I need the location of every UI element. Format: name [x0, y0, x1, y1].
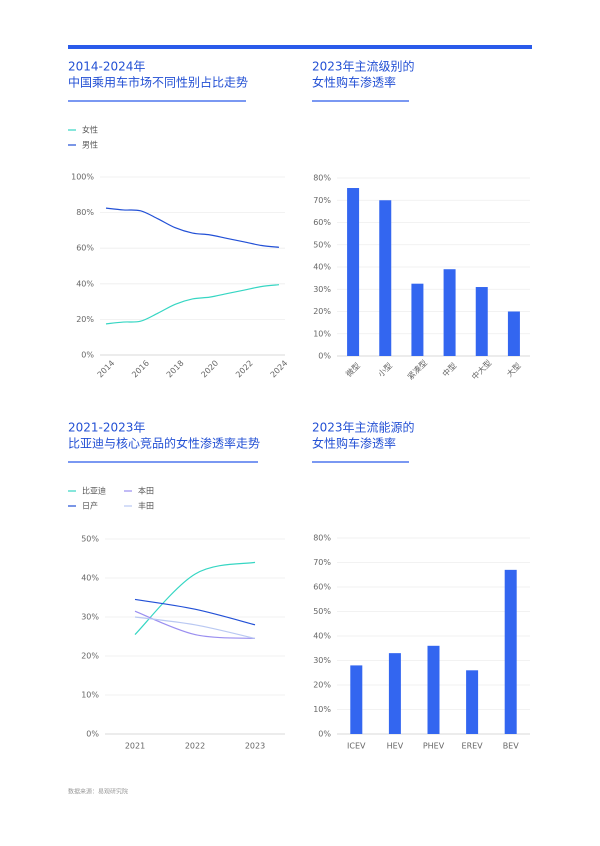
y-tick-label: 30% — [313, 285, 331, 294]
y-tick-label: 30% — [313, 656, 331, 665]
chart-title: 中国乘用车市场不同性别占比走势 — [68, 75, 248, 90]
y-tick-label: 70% — [313, 558, 331, 567]
y-tick-label: 60% — [313, 583, 331, 592]
y-tick-label: 0% — [318, 730, 331, 739]
x-tick-label: 2018 — [165, 359, 186, 380]
legend-label: 男性 — [82, 140, 98, 150]
y-tick-label: 10% — [313, 329, 331, 338]
y-tick-label: 30% — [81, 613, 99, 622]
y-tick-label: 80% — [76, 208, 94, 217]
bar — [347, 188, 360, 356]
line — [134, 561, 256, 635]
bar — [507, 311, 520, 356]
x-tick-label: 2024 — [269, 359, 290, 380]
x-tick-label: 2020 — [199, 359, 220, 380]
y-tick-label: 40% — [313, 632, 331, 641]
x-tick-label: PHEV — [423, 742, 445, 751]
y-tick-label: 40% — [313, 263, 331, 272]
y-tick-label: 0% — [86, 730, 99, 739]
y-tick-label: 10% — [313, 705, 331, 714]
y-tick-label: 60% — [313, 218, 331, 227]
y-tick-label: 10% — [81, 691, 99, 700]
bar — [504, 569, 517, 734]
chart-title: 比亚迪与核心竞品的女性渗透率走势 — [68, 436, 260, 451]
line — [134, 616, 256, 640]
bar — [475, 287, 488, 356]
x-tick-label: BEV — [503, 742, 520, 751]
y-tick-label: 0% — [318, 352, 331, 361]
x-tick-label: 紧凑型 — [405, 358, 429, 382]
x-tick-label: 微型 — [344, 360, 362, 378]
legend-label: 女性 — [82, 125, 98, 135]
line — [105, 207, 280, 248]
legend-label: 比亚迪 — [82, 486, 106, 496]
chart-title: 2014-2024年 — [68, 60, 145, 74]
legend-label: 丰田 — [138, 501, 154, 511]
x-tick-label: 中大型 — [469, 358, 493, 382]
x-tick-label: 2022 — [234, 359, 255, 380]
y-tick-label: 20% — [313, 681, 331, 690]
x-tick-label: EREV — [462, 742, 484, 751]
y-tick-label: 50% — [313, 240, 331, 249]
x-tick-label: 2023 — [245, 742, 265, 751]
chart-title: 女性购车渗透率 — [312, 75, 396, 90]
bar — [466, 670, 479, 734]
y-tick-label: 40% — [81, 574, 99, 583]
x-tick-label: 2016 — [130, 359, 151, 380]
x-tick-label: HEV — [387, 742, 404, 751]
legend-label: 本田 — [138, 486, 154, 496]
y-tick-label: 50% — [81, 535, 99, 544]
x-tick-label: 中型 — [440, 360, 458, 378]
y-tick-label: 80% — [313, 534, 331, 543]
bar — [379, 200, 392, 356]
legend-label: 日产 — [82, 501, 98, 511]
x-tick-label: 小型 — [376, 361, 394, 379]
line — [134, 598, 256, 626]
chart-title: 女性购车渗透率 — [312, 436, 396, 451]
y-tick-label: 60% — [76, 244, 94, 253]
top-bar — [68, 45, 532, 49]
bar — [350, 665, 363, 734]
x-tick-label: 2014 — [96, 359, 117, 380]
x-tick-label: 2021 — [125, 742, 145, 751]
y-tick-label: 100% — [71, 173, 94, 182]
bar — [388, 653, 401, 734]
x-tick-label: 大型 — [504, 360, 522, 378]
y-tick-label: 40% — [76, 279, 94, 288]
chart-title: 2021-2023年 — [68, 421, 145, 435]
x-tick-label: 2022 — [185, 742, 205, 751]
chart-title: 2023年主流能源的 — [312, 420, 415, 435]
y-tick-label: 0% — [81, 351, 94, 360]
y-tick-label: 70% — [313, 196, 331, 205]
y-tick-label: 20% — [76, 315, 94, 324]
bar — [443, 269, 456, 356]
y-tick-label: 50% — [313, 607, 331, 616]
y-tick-label: 20% — [313, 307, 331, 316]
line — [105, 284, 280, 325]
bar — [411, 283, 424, 356]
chart-title: 2023年主流级别的 — [312, 59, 415, 74]
y-tick-label: 80% — [313, 174, 331, 183]
source: 数据来源：易观研究院 — [68, 788, 128, 796]
y-tick-label: 20% — [81, 652, 99, 661]
x-tick-label: ICEV — [347, 742, 366, 751]
bar — [427, 645, 440, 734]
line — [134, 610, 256, 640]
